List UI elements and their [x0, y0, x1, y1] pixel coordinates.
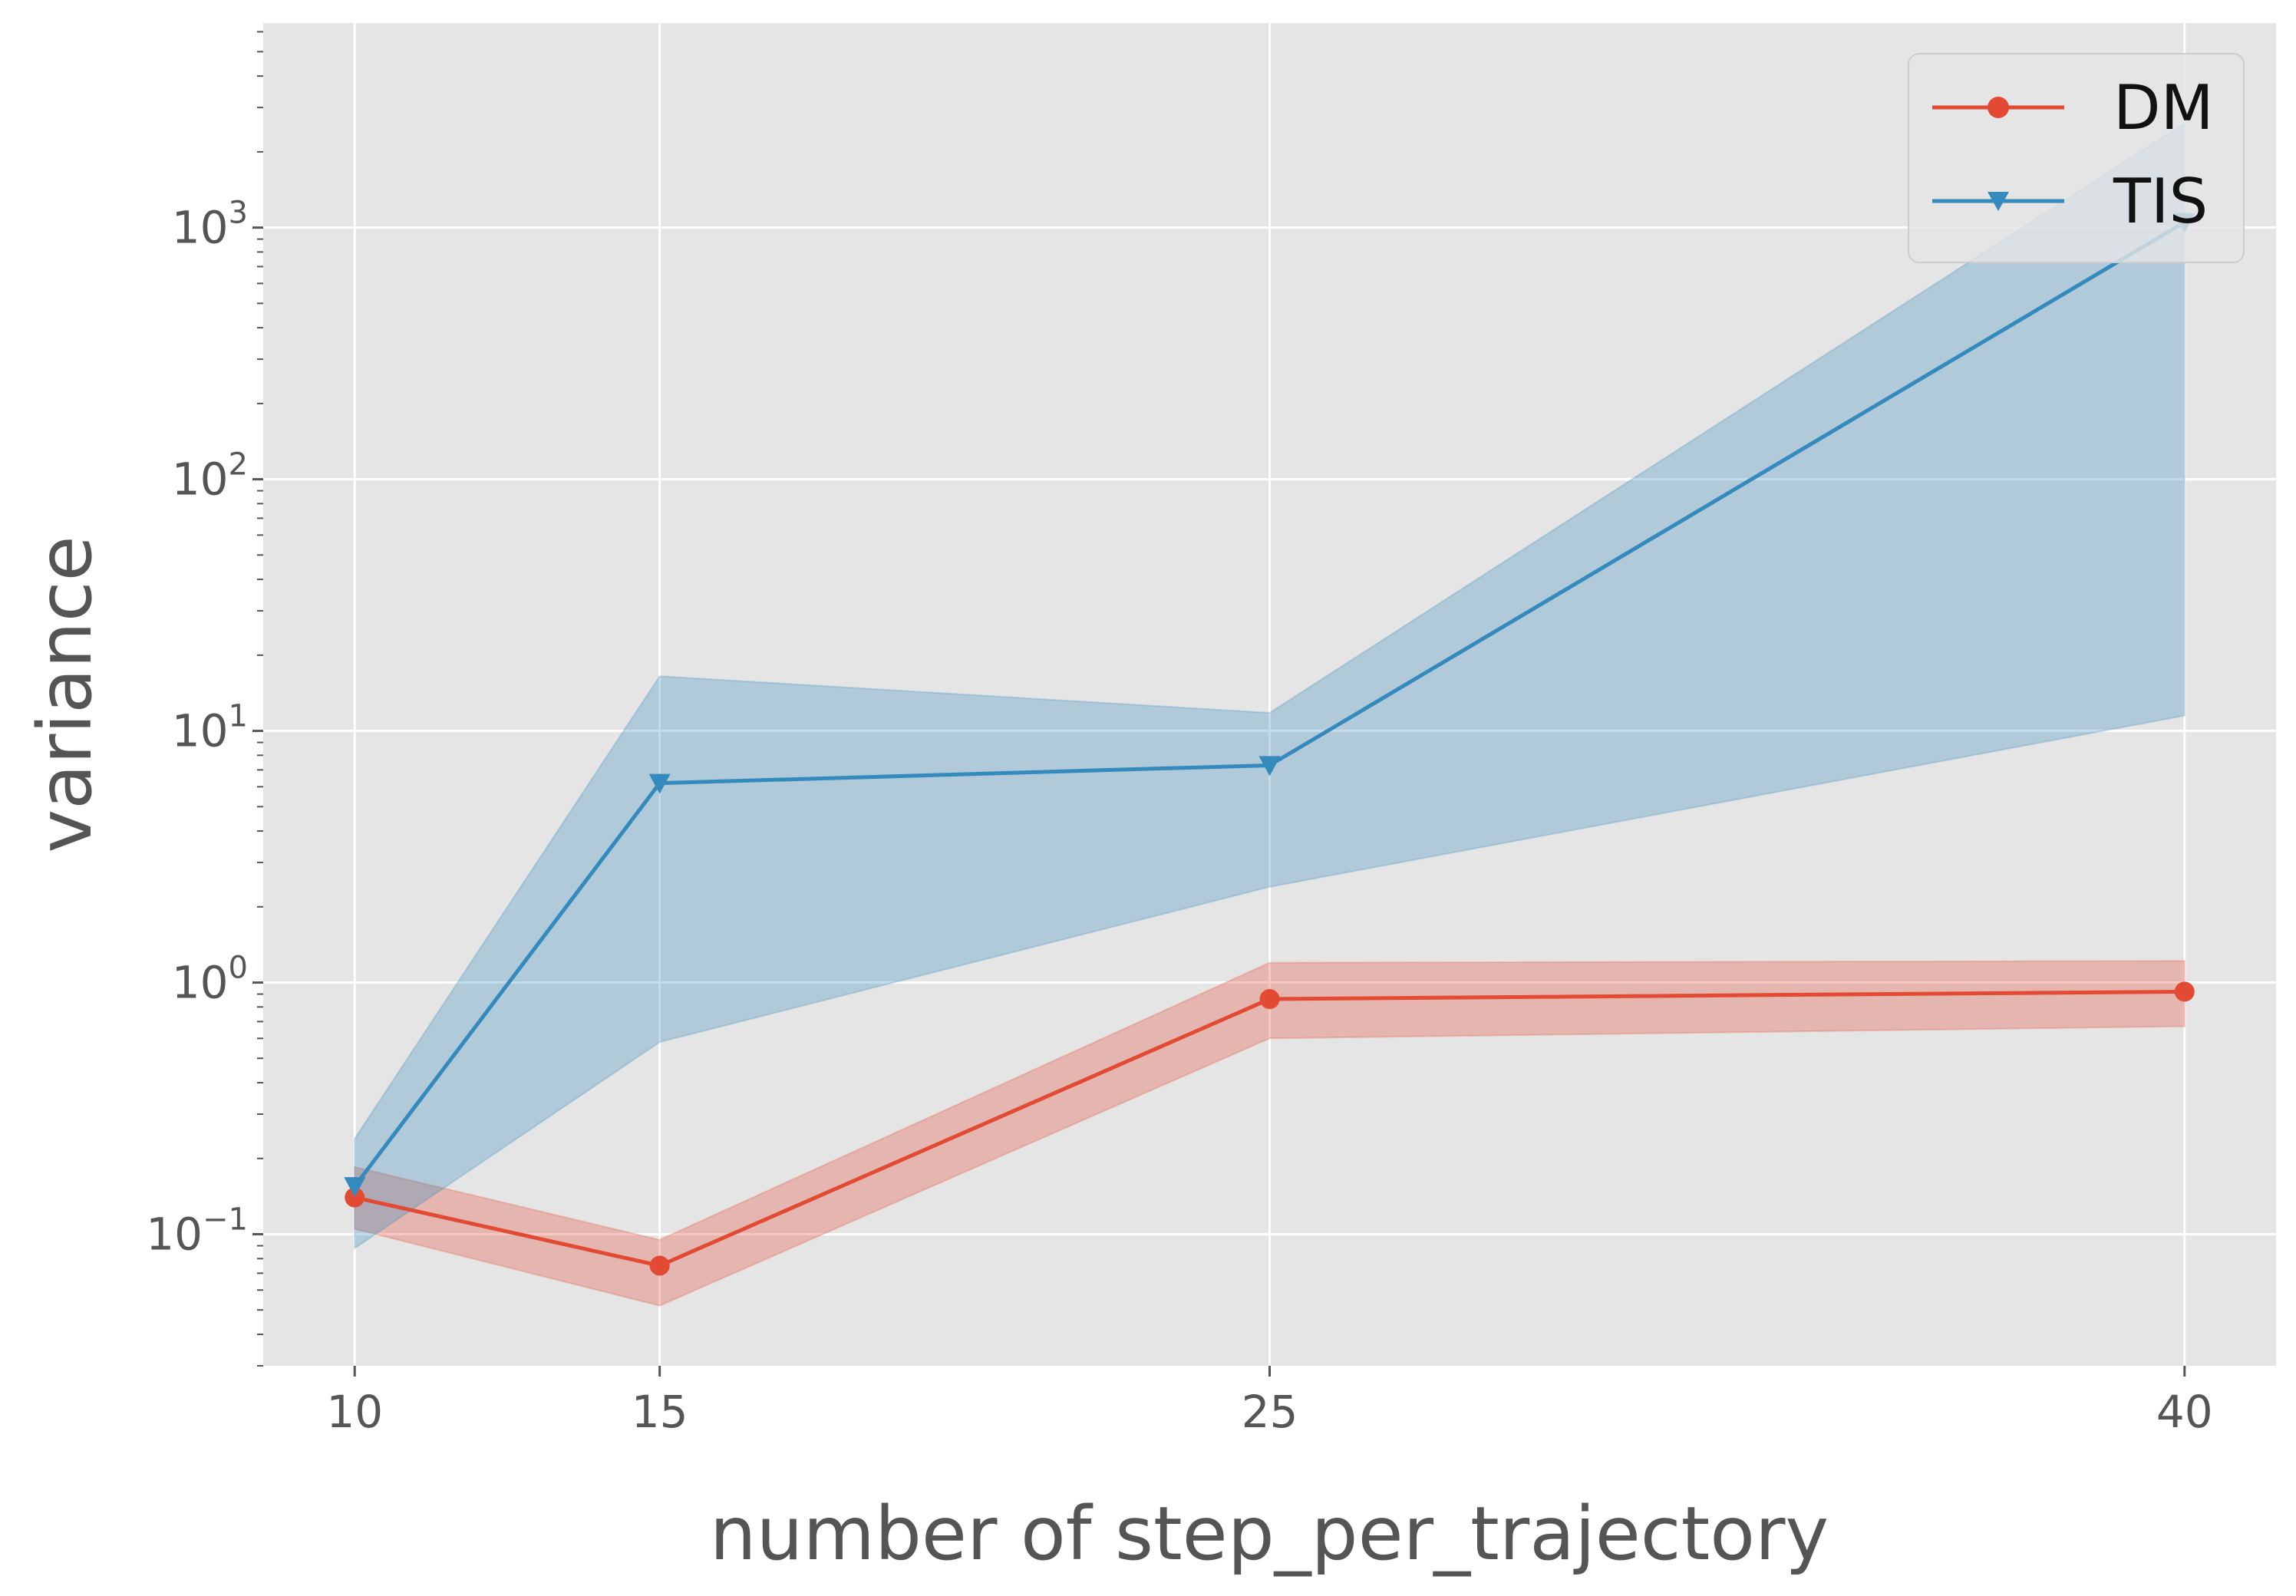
- dm-point: [1259, 989, 1280, 1010]
- legend-dm-marker: [1988, 97, 2009, 118]
- legend-tis-marker: [1988, 192, 2009, 211]
- dm-line: [354, 989, 2185, 1268]
- dm-point: [2174, 981, 2195, 1002]
- y-tick-label: 103: [172, 196, 248, 254]
- series-markers: [344, 213, 2195, 1276]
- tis-confidence-band: [354, 121, 2185, 1250]
- tis-point: [1259, 756, 1281, 777]
- x-tick-label: 40: [2156, 1386, 2213, 1438]
- tis-line: [353, 220, 2186, 1188]
- y-tick-label: 100: [172, 951, 248, 1009]
- y-tick-label: 10−1: [146, 1202, 248, 1261]
- series-lines: [353, 220, 2186, 1268]
- axis-ticks: 10−1 100 101 102 103 10 15 25 40: [146, 31, 2213, 1438]
- y-tick-label: 102: [172, 447, 248, 506]
- legend-dm-label: DM: [2113, 72, 2214, 143]
- legend: DM TIS: [1908, 53, 2245, 263]
- x-tick-label: 25: [1242, 1386, 1298, 1438]
- x-tick-label: 10: [326, 1386, 383, 1438]
- dm-point: [649, 1255, 670, 1276]
- tis-point: [344, 1177, 366, 1198]
- y-tick-label: 101: [172, 699, 248, 757]
- dm-point: [345, 1187, 365, 1208]
- x-axis-label: number of step_per_trajectory: [710, 1491, 1829, 1577]
- confidence-bands: [354, 121, 2185, 1307]
- dm-confidence-band: [354, 960, 2185, 1307]
- x-tick-label: 15: [632, 1386, 688, 1438]
- tis-point: [648, 773, 671, 794]
- legend-tis-label: TIS: [2113, 166, 2208, 237]
- y-axis-label: variance: [22, 536, 108, 852]
